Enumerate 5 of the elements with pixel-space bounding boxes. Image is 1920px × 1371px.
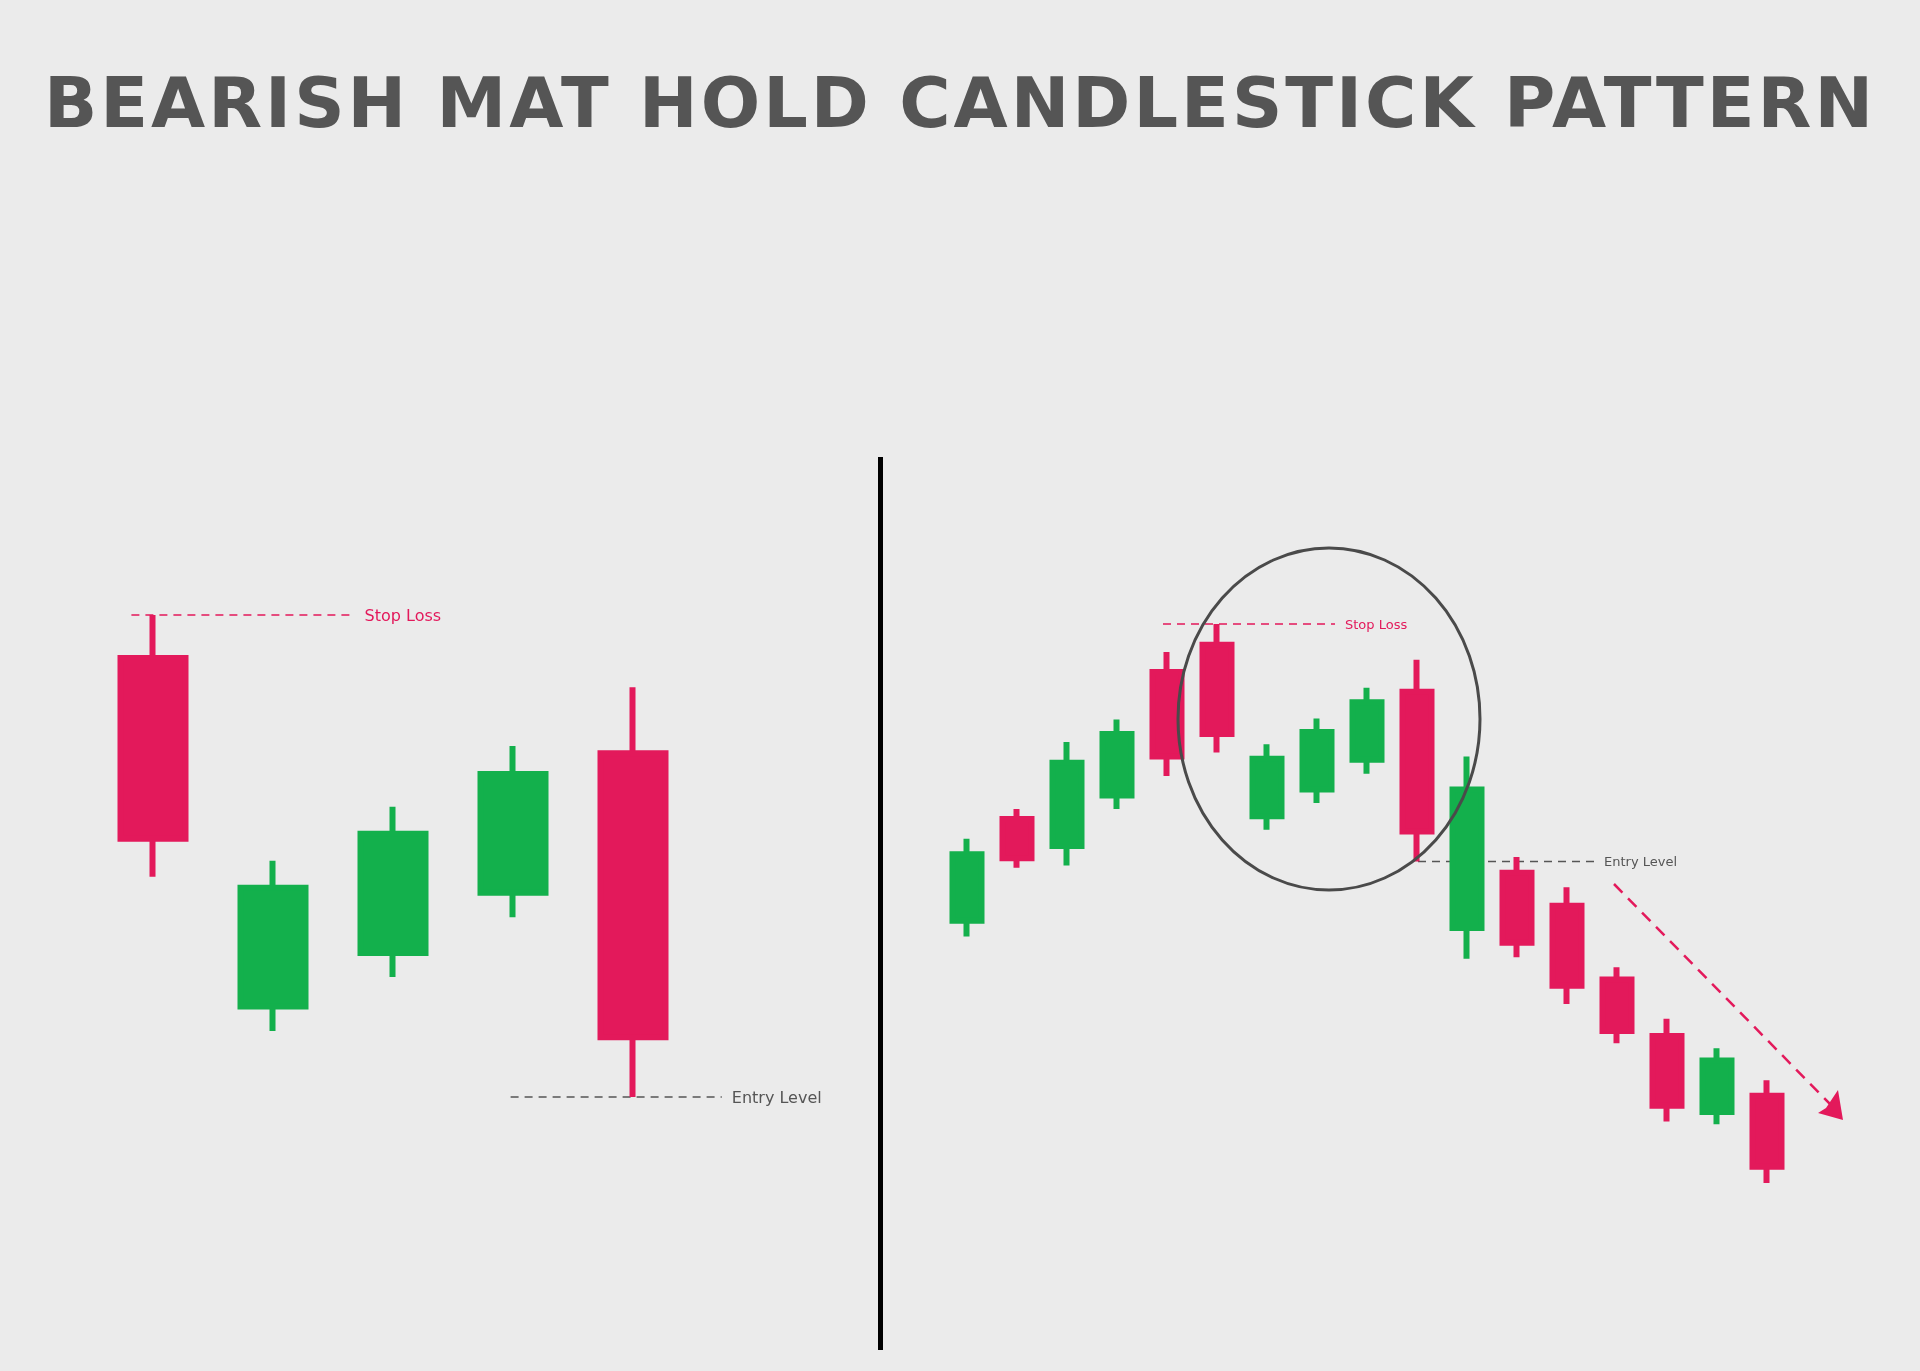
ref-line-label: Stop Loss [1345,616,1408,632]
ref-line-label: Entry Level [731,1087,822,1107]
ref-line-label: Stop Loss [364,605,442,625]
ref-line-label: Entry Level [1604,854,1678,870]
text: BEARISH MAT HOLD CANDLESTICK PATTERN [42,62,1878,144]
